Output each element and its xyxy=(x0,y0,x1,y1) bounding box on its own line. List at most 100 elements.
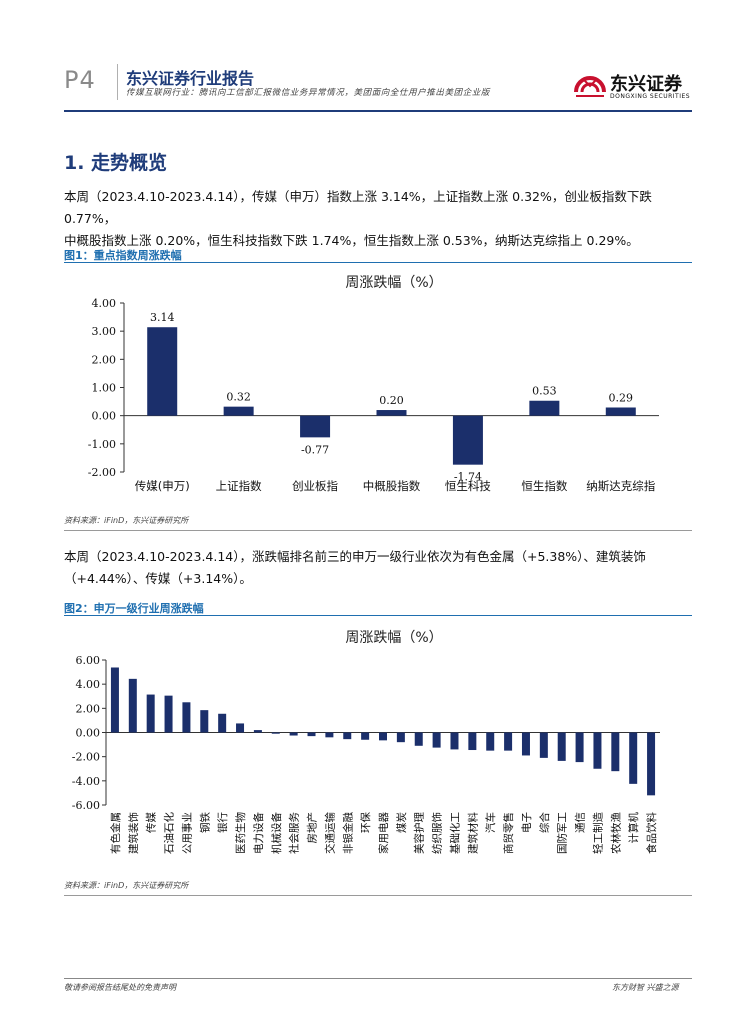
report-brand-title: 东兴证券行业报告 xyxy=(126,69,255,88)
report-subtitle: 传媒互联网行业：腾讯向工信部汇报微信业务异常情况，美团面向全仕用户推出美团企业版 xyxy=(126,88,491,98)
bar xyxy=(361,732,370,740)
paragraph-line: 本周（2023.4.10-2023.4.14），涨跌幅排名前三的申万一级行业依次… xyxy=(64,549,646,564)
bar xyxy=(253,730,262,733)
bar xyxy=(271,732,280,734)
x-tick-label: 中概股指数 xyxy=(363,479,421,493)
bar-label: 3.14 xyxy=(150,311,175,324)
x-tick-label: 纺织服饰 xyxy=(431,812,444,854)
bar xyxy=(289,732,298,736)
x-tick-label: 煤炭 xyxy=(395,812,408,833)
y-tick-label: 1.00 xyxy=(92,382,117,395)
header-rule xyxy=(64,110,692,112)
x-tick-label: 食品饮料 xyxy=(645,812,658,854)
bar xyxy=(504,732,513,751)
bar xyxy=(325,732,334,738)
bar xyxy=(307,732,316,737)
bar xyxy=(521,732,530,756)
paragraph-industry-summary: 本周（2023.4.10-2023.4.14），涨跌幅排名前三的申万一级行业依次… xyxy=(64,546,692,590)
bar-label: 0.20 xyxy=(379,394,404,407)
bar xyxy=(223,406,254,416)
bar-label: 0.53 xyxy=(532,385,557,398)
figure-2-caption: 图2：申万一级行业周涨跌幅 xyxy=(64,602,204,615)
x-tick-label: 恒生科技 xyxy=(445,479,491,493)
bar xyxy=(110,667,119,733)
x-tick-label: 有色金属 xyxy=(109,812,122,854)
x-tick-label: 家用电器 xyxy=(377,812,390,854)
x-tick-label: 纳斯达克综指 xyxy=(586,479,655,493)
x-tick-label: 计算机 xyxy=(627,812,640,844)
bar xyxy=(379,732,387,741)
x-tick-label: 房地产 xyxy=(306,812,319,844)
logo-text-en: DONGXING SECURITIES xyxy=(610,93,691,100)
y-tick-label: 4.00 xyxy=(76,678,101,691)
dongxing-logo-icon xyxy=(574,76,606,97)
bar xyxy=(611,732,620,772)
x-tick-label: 机械设备 xyxy=(270,812,283,854)
bar xyxy=(218,713,227,733)
bar xyxy=(468,732,477,751)
bar xyxy=(376,410,407,416)
y-tick-label: -2.00 xyxy=(88,466,116,479)
footer-slogan: 东方财智 兴盛之源 xyxy=(612,983,679,992)
x-tick-label: 石油石化 xyxy=(163,812,176,854)
x-tick-label: 银行 xyxy=(216,812,229,833)
paragraph-index-summary: 本周（2023.4.10-2023.4.14），传媒（申万）指数上涨 3.14%… xyxy=(64,186,692,252)
x-tick-label: 国防军工 xyxy=(556,812,569,854)
y-tick-label: -1.00 xyxy=(88,438,116,451)
logo-text: 东兴证券 xyxy=(610,74,682,95)
x-tick-label: 上证指数 xyxy=(216,479,262,493)
header-divider xyxy=(117,64,118,100)
x-tick-label: 创业板指 xyxy=(292,479,338,493)
x-tick-label: 公用事业 xyxy=(180,812,193,854)
bar xyxy=(539,732,548,758)
y-tick-label: 2.00 xyxy=(92,353,117,366)
figure-2-source: 资料来源：iFinD，东兴证券研究所 xyxy=(64,881,189,890)
bar-label: 0.29 xyxy=(609,391,634,404)
figure-rule xyxy=(64,615,692,616)
y-tick-label: 3.00 xyxy=(92,325,117,338)
bar xyxy=(182,702,191,733)
bar-label: -1.74 xyxy=(454,471,482,484)
y-tick-label: 6.00 xyxy=(76,654,101,667)
chart-title: 周涨跌幅（%） xyxy=(345,630,442,646)
x-tick-label: 综合 xyxy=(538,812,551,834)
x-tick-label: 轻工制造 xyxy=(591,812,604,854)
y-tick-label: 2.00 xyxy=(76,702,101,715)
bar xyxy=(629,732,638,784)
bar xyxy=(200,710,209,733)
y-tick-label: 0.00 xyxy=(92,410,117,423)
bar xyxy=(146,694,155,733)
industry-weekly-change-chart: 周涨跌幅（%） 6.00 4.00 2.00 0.00 -2.00 -4.00 -6.00 有色… xyxy=(72,630,660,854)
bar-label: 0.32 xyxy=(226,391,251,404)
x-tick-label: 通信 xyxy=(575,812,587,833)
page-number: P4 xyxy=(64,66,96,94)
x-tick-label: 传媒(申万) xyxy=(135,479,190,493)
x-tick-label: 钢铁 xyxy=(198,812,211,833)
bar xyxy=(236,723,245,733)
x-tick-label: 恒生指数 xyxy=(521,479,567,493)
bar xyxy=(452,415,483,465)
bar xyxy=(450,732,459,750)
bar xyxy=(593,732,602,769)
figure-separator xyxy=(64,530,692,531)
y-tick-label: -2.00 xyxy=(72,751,100,764)
section-title: 1. 走势概览 xyxy=(64,152,168,174)
bar xyxy=(575,732,584,763)
x-tick-label: 非银金融 xyxy=(341,812,354,854)
x-tick-label: 电子 xyxy=(520,812,533,833)
x-tick-label: 环保 xyxy=(359,812,372,833)
bar xyxy=(486,732,495,751)
bar xyxy=(647,732,656,796)
paragraph-line: （+4.44%）、传媒（+3.14%）。 xyxy=(64,571,252,586)
bar xyxy=(343,732,352,740)
bar xyxy=(396,732,405,743)
bar xyxy=(557,732,566,761)
bar xyxy=(432,732,441,748)
bar xyxy=(300,415,331,438)
paragraph-line: 本周（2023.4.10-2023.4.14），传媒（申万）指数上涨 3.14%… xyxy=(64,189,652,226)
paragraph-line: 中概股指数上涨 0.20%，恒生科技指数下跌 1.74%，恒生指数上涨 0.53… xyxy=(64,233,639,248)
x-tick-label: 农林牧渔 xyxy=(609,812,622,854)
bar xyxy=(147,327,178,416)
bar xyxy=(128,678,137,733)
x-tick-label: 社会服务 xyxy=(288,812,301,854)
